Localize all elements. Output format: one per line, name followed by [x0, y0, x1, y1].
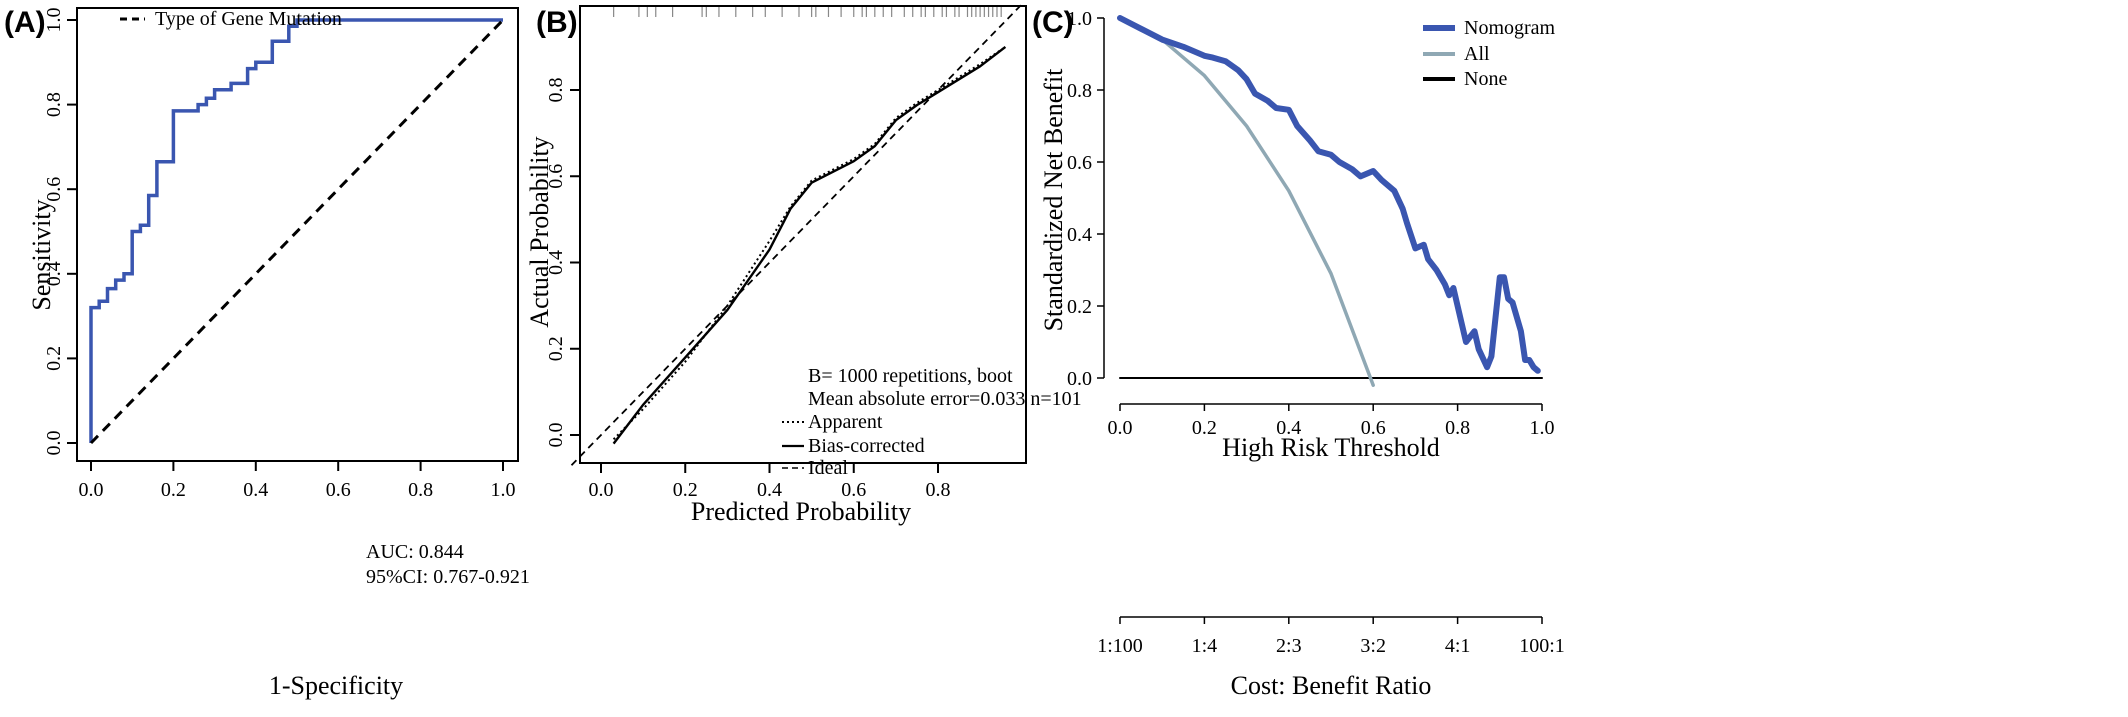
secondary-axis-label-c: Cost: Benefit Ratio	[1231, 671, 1432, 700]
y-tick-label-b: 0.4	[545, 250, 567, 275]
x-tick-label-a: 0.8	[408, 479, 433, 501]
y-tick-label-c: 0.6	[1067, 152, 1092, 174]
reference-line	[89, 18, 505, 445]
x-axis-label-a: 1-Specificity	[269, 671, 403, 700]
plot-frame-b	[579, 5, 1027, 464]
legend-label-nomogram: Nomogram	[1464, 17, 1556, 39]
panel-label-c: (C)	[1032, 6, 1074, 39]
panel-label-b: (B)	[536, 6, 578, 39]
y-tick-label-c: 0.2	[1067, 296, 1092, 318]
legend-label-apparent: Apparent	[808, 411, 883, 433]
secondary-tick-label-c: 4:1	[1445, 635, 1471, 657]
y-tick-label-a: 0.8	[43, 92, 65, 117]
y-tick-label-a: 0.0	[43, 431, 65, 456]
y-tick-label-b: 0.0	[545, 423, 567, 448]
x-tick-label-a: 0.0	[79, 479, 104, 501]
ci-annotation: 95%CI: 0.767-0.921	[366, 566, 530, 588]
y-axis-label-c: Standardized Net Benefit	[1039, 68, 1068, 332]
y-axis-label-a: Sensitivity	[27, 199, 56, 310]
x-tick-label-c: 0.0	[1108, 417, 1133, 439]
y-tick-label-a: 0.4	[43, 261, 65, 286]
secondary-tick-label-c: 3:2	[1360, 635, 1386, 657]
legend-header-b1: B= 1000 repetitions, boot	[808, 365, 1013, 387]
x-tick-label-c: 0.6	[1361, 417, 1386, 439]
x-tick-label-c: 0.4	[1276, 417, 1301, 439]
y-tick-label-a: 1.0	[43, 8, 65, 33]
roc-panel: (A) 1-Specificity Sensitivity 0.0 0.2 0.4 0…	[4, 6, 530, 700]
legend-header-b2: Mean absolute error=0.033 n=101	[808, 388, 1082, 410]
y-tick-label-c: 1.0	[1067, 8, 1092, 30]
secondary-tick-label-c: 1:4	[1192, 635, 1218, 657]
x-tick-label-c: 0.8	[1445, 417, 1470, 439]
legend-label-all: All	[1464, 43, 1490, 65]
x-tick-label-b: 0.6	[841, 479, 866, 501]
y-tick-label-b: 0.6	[545, 164, 567, 189]
y-tick-label-c: 0.0	[1067, 368, 1092, 390]
x-tick-label-a: 0.6	[326, 479, 351, 501]
x-tick-label-c: 1.0	[1530, 417, 1555, 439]
secondary-tick-label-c: 100:1	[1519, 635, 1565, 657]
y-tick-label-c: 0.4	[1067, 224, 1092, 246]
y-tick-label-b: 0.8	[545, 78, 567, 103]
legend-label-bias-corrected: Bias-corrected	[808, 435, 925, 457]
y-tick-label-a: 0.6	[43, 177, 65, 202]
x-tick-label-a: 0.4	[243, 479, 268, 501]
x-axis-label-b: Predicted Probability	[691, 497, 911, 526]
calibration-panel: (B) Predicted Probability Actual Probabi…	[525, 3, 1082, 526]
legend-label-none: None	[1464, 68, 1507, 90]
y-tick-label-c: 0.8	[1067, 80, 1092, 102]
auc-annotation: AUC: 0.844	[366, 541, 464, 563]
roc-curve	[89, 18, 503, 443]
secondary-tick-label-c: 1:100	[1097, 635, 1143, 657]
x-axis-label-c: High Risk Threshold	[1222, 433, 1440, 462]
y-tick-label-b: 0.2	[545, 336, 567, 361]
legend-label-a: Type of Gene Mutation	[155, 8, 342, 30]
panel-label-a: (A)	[4, 6, 46, 39]
bias-corrected-curve	[612, 45, 1007, 445]
legend-label-ideal: Ideal	[808, 457, 848, 479]
x-tick-label-a: 1.0	[491, 479, 516, 501]
y-axis-label-b: Actual Probability	[525, 136, 554, 327]
secondary-tick-label-c: 2:3	[1276, 635, 1302, 657]
nomogram-curve	[1117, 15, 1541, 374]
x-tick-label-c: 0.2	[1192, 417, 1217, 439]
decision-curve-panel: (C) High Risk Threshold Cost: Benefit Ra…	[1032, 6, 1565, 700]
apparent-curve	[612, 46, 1006, 440]
x-tick-label-b: 0.4	[757, 479, 782, 501]
x-tick-label-b: 0.8	[926, 479, 951, 501]
all-curve	[1118, 16, 1375, 387]
plot-frame-a	[76, 7, 519, 462]
y-tick-label-a: 0.2	[43, 346, 65, 371]
x-tick-label-a: 0.2	[161, 479, 186, 501]
x-tick-label-b: 0.0	[589, 479, 614, 501]
x-tick-label-b: 0.2	[673, 479, 698, 501]
